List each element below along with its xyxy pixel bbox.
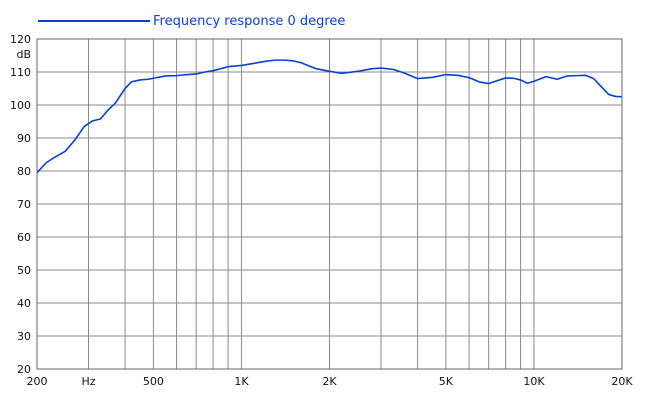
x-tick-label: 5K — [439, 375, 454, 388]
y-tick-label: 20 — [17, 363, 31, 376]
x-tick-label: 20K — [611, 375, 633, 388]
x-tick-label: Hz — [81, 375, 95, 388]
x-tick-label: 1K — [234, 375, 249, 388]
x-tick-label: 200 — [27, 375, 48, 388]
x-tick-label: 10K — [523, 375, 545, 388]
legend: Frequency response 0 degree — [38, 14, 345, 29]
y-axis-unit-label: dB — [16, 48, 31, 61]
y-tick-label: 50 — [17, 264, 31, 277]
y-tick-labels: 20 30 40 50 60 70 80 90 100 110 120 — [10, 33, 31, 376]
plot-frame — [36, 38, 623, 370]
y-tick-label: 110 — [10, 66, 31, 79]
y-tick-label: 30 — [17, 330, 31, 343]
series-layer — [36, 59, 623, 174]
y-tick-label: 100 — [10, 99, 31, 112]
y-tick-label: 80 — [17, 165, 31, 178]
y-tick-label: 40 — [17, 297, 31, 310]
x-tick-label: 500 — [143, 375, 164, 388]
y-tick-label: 70 — [17, 198, 31, 211]
x-tick-labels: 200 Hz 500 1K 2K 5K 10K 20K — [27, 375, 634, 388]
legend-series-label: Frequency response 0 degree — [153, 14, 345, 29]
series-line — [36, 59, 623, 174]
y-tick-label: 120 — [10, 33, 31, 46]
x-tick-label: 2K — [322, 375, 337, 388]
y-tick-label: 90 — [17, 132, 31, 145]
y-tick-label: 60 — [17, 231, 31, 244]
